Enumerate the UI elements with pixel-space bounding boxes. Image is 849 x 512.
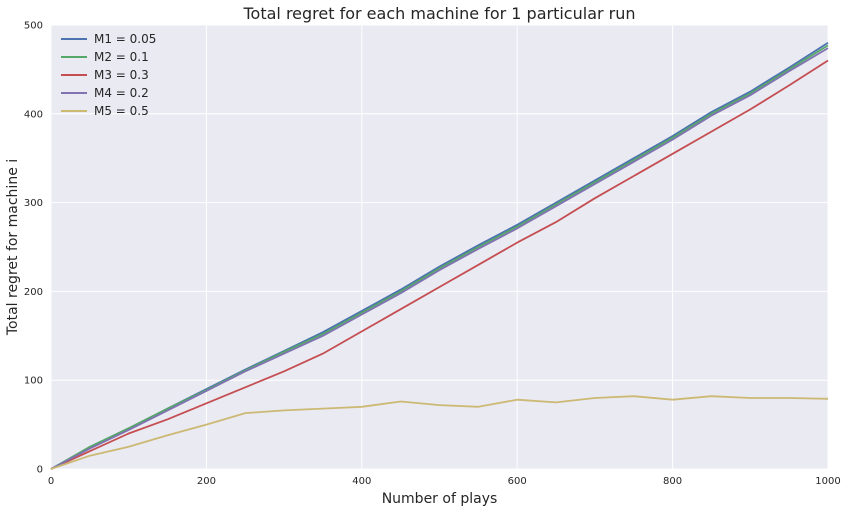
legend-label-2: M2 = 0.1 <box>94 50 149 64</box>
y-axis-label: Total regret for machine i <box>5 159 21 336</box>
series-lines <box>50 42 829 470</box>
legend-label-3: M3 = 0.3 <box>94 68 149 82</box>
legend-label-1: M1 = 0.05 <box>94 32 156 46</box>
x-tick-label: 400 <box>352 476 371 487</box>
y-tick-label: 200 <box>24 287 43 298</box>
legend: M1 = 0.05 M2 = 0.1 M3 = 0.3 M4 = 0.2 M5 = 0.… <box>61 32 156 118</box>
legend-label-5: M5 = 0.5 <box>94 104 149 118</box>
series-line-2 <box>50 44 829 470</box>
series-line-3 <box>50 59 829 470</box>
chart-title: Total regret for each machine for 1 part… <box>242 4 635 23</box>
y-tick-label: 300 <box>24 198 43 209</box>
x-axis-label: Number of plays <box>382 491 498 507</box>
x-tick-label: 600 <box>508 476 527 487</box>
y-tick-label: 100 <box>24 376 43 387</box>
tick-labels: 0 200 400 600 800 1000 0 100 200 300 400 500 <box>24 21 841 488</box>
grid <box>50 24 829 470</box>
y-tick-label: 500 <box>24 21 43 32</box>
series-line-4 <box>50 47 829 470</box>
x-tick-label: 0 <box>48 476 54 487</box>
plot-area <box>51 25 828 469</box>
x-tick-label: 800 <box>663 476 682 487</box>
y-tick-label: 400 <box>24 109 43 120</box>
series-line-5 <box>50 395 829 470</box>
y-tick-label: 0 <box>37 465 43 476</box>
x-tick-label: 200 <box>197 476 216 487</box>
x-tick-label: 1000 <box>815 476 840 487</box>
legend-label-4: M4 = 0.2 <box>94 86 149 100</box>
